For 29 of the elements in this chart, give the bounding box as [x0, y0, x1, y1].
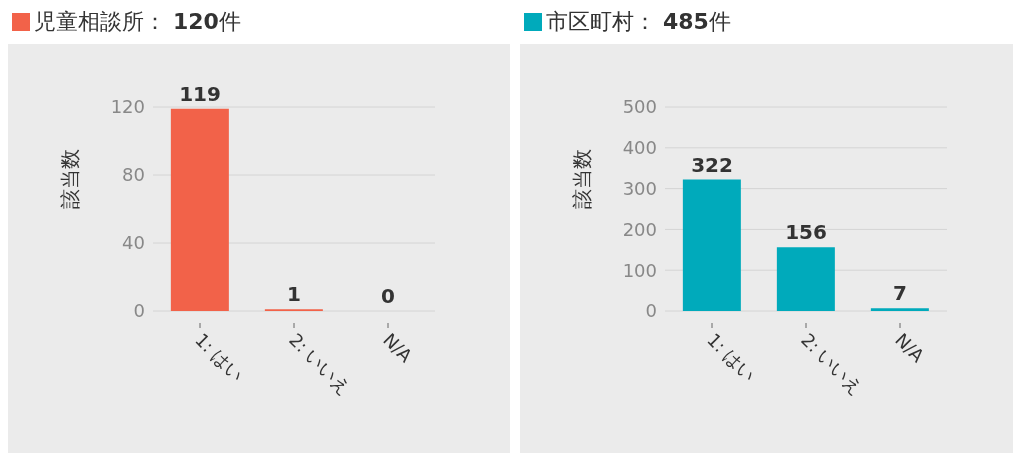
bar: [870, 308, 929, 311]
chart-title: 児童相談所： 120件: [34, 8, 241, 36]
y-axis-title: 該当数: [570, 149, 595, 209]
data-label: 7: [893, 281, 907, 306]
data-label: 156: [785, 220, 827, 245]
x-tick-label: 1: はい: [191, 328, 248, 386]
y-tick-label: 100: [622, 259, 657, 281]
x-tick-label: N/A: [891, 328, 930, 367]
y-tick-label: 0: [133, 300, 145, 322]
data-label: 322: [691, 152, 733, 177]
y-tick-label: 80: [122, 164, 145, 186]
y-tick-label: 300: [622, 177, 657, 199]
x-tick-label: 2: いいえ: [797, 328, 867, 399]
x-tick-label: 2: いいえ: [285, 328, 355, 399]
y-tick-label: 200: [622, 218, 657, 240]
y-tick-label: 400: [622, 137, 657, 159]
y-tick-label: 0: [645, 300, 657, 322]
x-tick-label: 1: はい: [703, 328, 760, 386]
data-label: 0: [381, 284, 395, 308]
y-tick-label: 120: [110, 96, 145, 118]
x-tick-label: N/A: [379, 328, 418, 367]
data-label: 1: [287, 282, 301, 307]
chart-title: 市区町村： 485件: [546, 8, 731, 36]
bar: [682, 179, 741, 311]
y-axis-title: 該当数: [58, 149, 83, 209]
bar: [776, 247, 835, 311]
data-label: 119: [179, 81, 221, 106]
y-tick-label: 40: [122, 232, 145, 254]
y-tick-label: 500: [622, 96, 657, 118]
